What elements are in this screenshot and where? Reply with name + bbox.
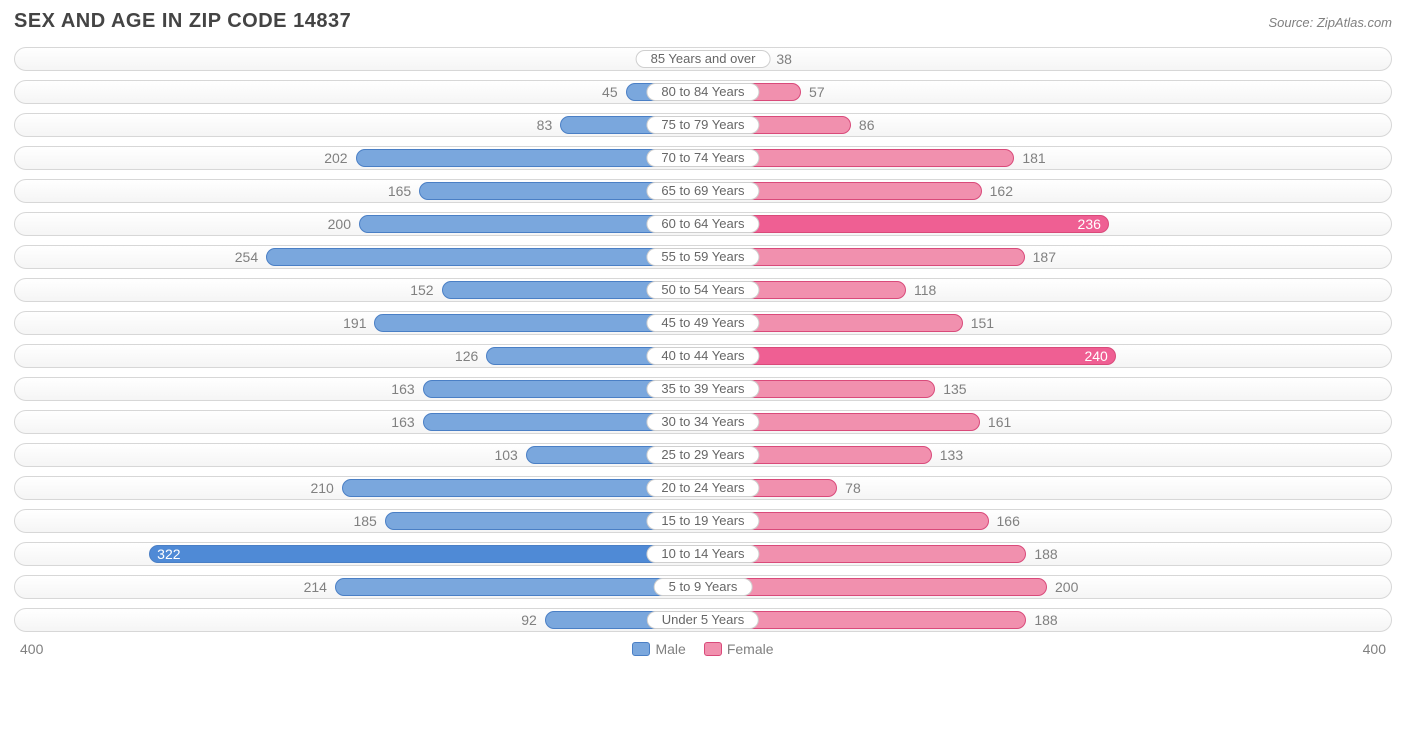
male-value: 185 bbox=[353, 510, 384, 532]
pyramid-row: 83 86 75 to 79 Years bbox=[14, 113, 1392, 137]
age-category-pill: 75 to 79 Years bbox=[646, 116, 759, 134]
pyramid-row: 45 57 80 to 84 Years bbox=[14, 80, 1392, 104]
male-bar bbox=[266, 248, 703, 266]
legend: Male Female bbox=[43, 641, 1362, 657]
female-value: 78 bbox=[837, 477, 861, 499]
female-bar bbox=[703, 578, 1047, 596]
female-value: 188 bbox=[1026, 543, 1057, 565]
pyramid-row: 214 200 5 to 9 Years bbox=[14, 575, 1392, 599]
axis-left-max: 400 bbox=[14, 641, 43, 657]
male-value: 163 bbox=[391, 378, 422, 400]
female-value: 166 bbox=[989, 510, 1020, 532]
age-category-pill: 70 to 74 Years bbox=[646, 149, 759, 167]
age-category-pill: 25 to 29 Years bbox=[646, 446, 759, 464]
pyramid-row: 254 187 55 to 59 Years bbox=[14, 245, 1392, 269]
female-bar bbox=[703, 215, 1109, 233]
female-value: 188 bbox=[1026, 609, 1057, 631]
pyramid-row: 165 162 65 to 69 Years bbox=[14, 179, 1392, 203]
age-category-pill: 45 to 49 Years bbox=[646, 314, 759, 332]
age-category-pill: 80 to 84 Years bbox=[646, 83, 759, 101]
female-value: 162 bbox=[982, 180, 1013, 202]
male-value: 92 bbox=[521, 609, 545, 631]
male-value: 200 bbox=[328, 213, 359, 235]
pyramid-row: 92 188 Under 5 Years bbox=[14, 608, 1392, 632]
female-swatch-icon bbox=[704, 642, 722, 656]
pyramid-row: 202 181 70 to 74 Years bbox=[14, 146, 1392, 170]
male-value: 163 bbox=[391, 411, 422, 433]
male-value: 45 bbox=[602, 81, 626, 103]
male-value: 165 bbox=[388, 180, 419, 202]
male-value: 83 bbox=[537, 114, 561, 136]
pyramid-row: 213885 Years and over bbox=[14, 47, 1392, 71]
pyramid-row: 103 133 25 to 29 Years bbox=[14, 443, 1392, 467]
pyramid-row: 185 166 15 to 19 Years bbox=[14, 509, 1392, 533]
female-value: 181 bbox=[1014, 147, 1045, 169]
female-value: 118 bbox=[906, 279, 936, 301]
female-value: 38 bbox=[768, 48, 792, 70]
age-category-pill: 85 Years and over bbox=[636, 50, 771, 68]
male-value: 152 bbox=[410, 279, 441, 301]
female-value: 135 bbox=[935, 378, 966, 400]
pyramid-row: 126 240 40 to 44 Years bbox=[14, 344, 1392, 368]
male-value: 254 bbox=[235, 246, 266, 268]
male-value: 322 bbox=[157, 543, 180, 565]
female-value: 200 bbox=[1047, 576, 1078, 598]
male-swatch-icon bbox=[632, 642, 650, 656]
female-bar bbox=[703, 347, 1116, 365]
age-category-pill: Under 5 Years bbox=[647, 611, 759, 629]
age-category-pill: 15 to 19 Years bbox=[646, 512, 759, 530]
male-value: 210 bbox=[310, 477, 341, 499]
legend-female-label: Female bbox=[727, 641, 774, 657]
female-value: 240 bbox=[1084, 345, 1107, 367]
chart-footer: 400 Male Female 400 bbox=[14, 641, 1392, 657]
age-category-pill: 55 to 59 Years bbox=[646, 248, 759, 266]
male-value: 214 bbox=[304, 576, 335, 598]
age-category-pill: 65 to 69 Years bbox=[646, 182, 759, 200]
pyramid-row: 163 161 30 to 34 Years bbox=[14, 410, 1392, 434]
female-value: 161 bbox=[980, 411, 1011, 433]
age-category-pill: 50 to 54 Years bbox=[646, 281, 759, 299]
pyramid-row: 210 78 20 to 24 Years bbox=[14, 476, 1392, 500]
chart-container: SEX AND AGE IN ZIP CODE 14837 Source: Zi… bbox=[0, 0, 1406, 663]
age-category-pill: 20 to 24 Years bbox=[646, 479, 759, 497]
pyramid-row: 163 135 35 to 39 Years bbox=[14, 377, 1392, 401]
age-category-pill: 35 to 39 Years bbox=[646, 380, 759, 398]
chart-source: Source: ZipAtlas.com bbox=[1268, 15, 1392, 30]
female-value: 236 bbox=[1078, 213, 1101, 235]
age-category-pill: 60 to 64 Years bbox=[646, 215, 759, 233]
male-value: 202 bbox=[324, 147, 355, 169]
pyramid-row: 322 188 10 to 14 Years bbox=[14, 542, 1392, 566]
age-category-pill: 5 to 9 Years bbox=[654, 578, 753, 596]
male-value: 191 bbox=[343, 312, 374, 334]
female-value: 133 bbox=[932, 444, 963, 466]
male-bar bbox=[335, 578, 703, 596]
legend-female: Female bbox=[704, 641, 774, 657]
male-value: 126 bbox=[455, 345, 486, 367]
pyramid-chart: 213885 Years and over 45 57 80 to 84 Years 8… bbox=[14, 47, 1392, 632]
pyramid-row: 191 151 45 to 49 Years bbox=[14, 311, 1392, 335]
pyramid-row: 152 118 50 to 54 Years bbox=[14, 278, 1392, 302]
female-value: 86 bbox=[851, 114, 875, 136]
legend-male-label: Male bbox=[655, 641, 685, 657]
axis-right-max: 400 bbox=[1363, 641, 1392, 657]
age-category-pill: 10 to 14 Years bbox=[646, 545, 759, 563]
chart-title: SEX AND AGE IN ZIP CODE 14837 bbox=[14, 10, 351, 33]
age-category-pill: 30 to 34 Years bbox=[646, 413, 759, 431]
pyramid-row: 200 236 60 to 64 Years bbox=[14, 212, 1392, 236]
male-bar bbox=[149, 545, 703, 563]
age-category-pill: 40 to 44 Years bbox=[646, 347, 759, 365]
female-value: 57 bbox=[801, 81, 825, 103]
female-value: 187 bbox=[1025, 246, 1056, 268]
male-value: 103 bbox=[494, 444, 525, 466]
female-value: 151 bbox=[963, 312, 994, 334]
chart-header: SEX AND AGE IN ZIP CODE 14837 Source: Zi… bbox=[14, 10, 1392, 33]
legend-male: Male bbox=[632, 641, 685, 657]
